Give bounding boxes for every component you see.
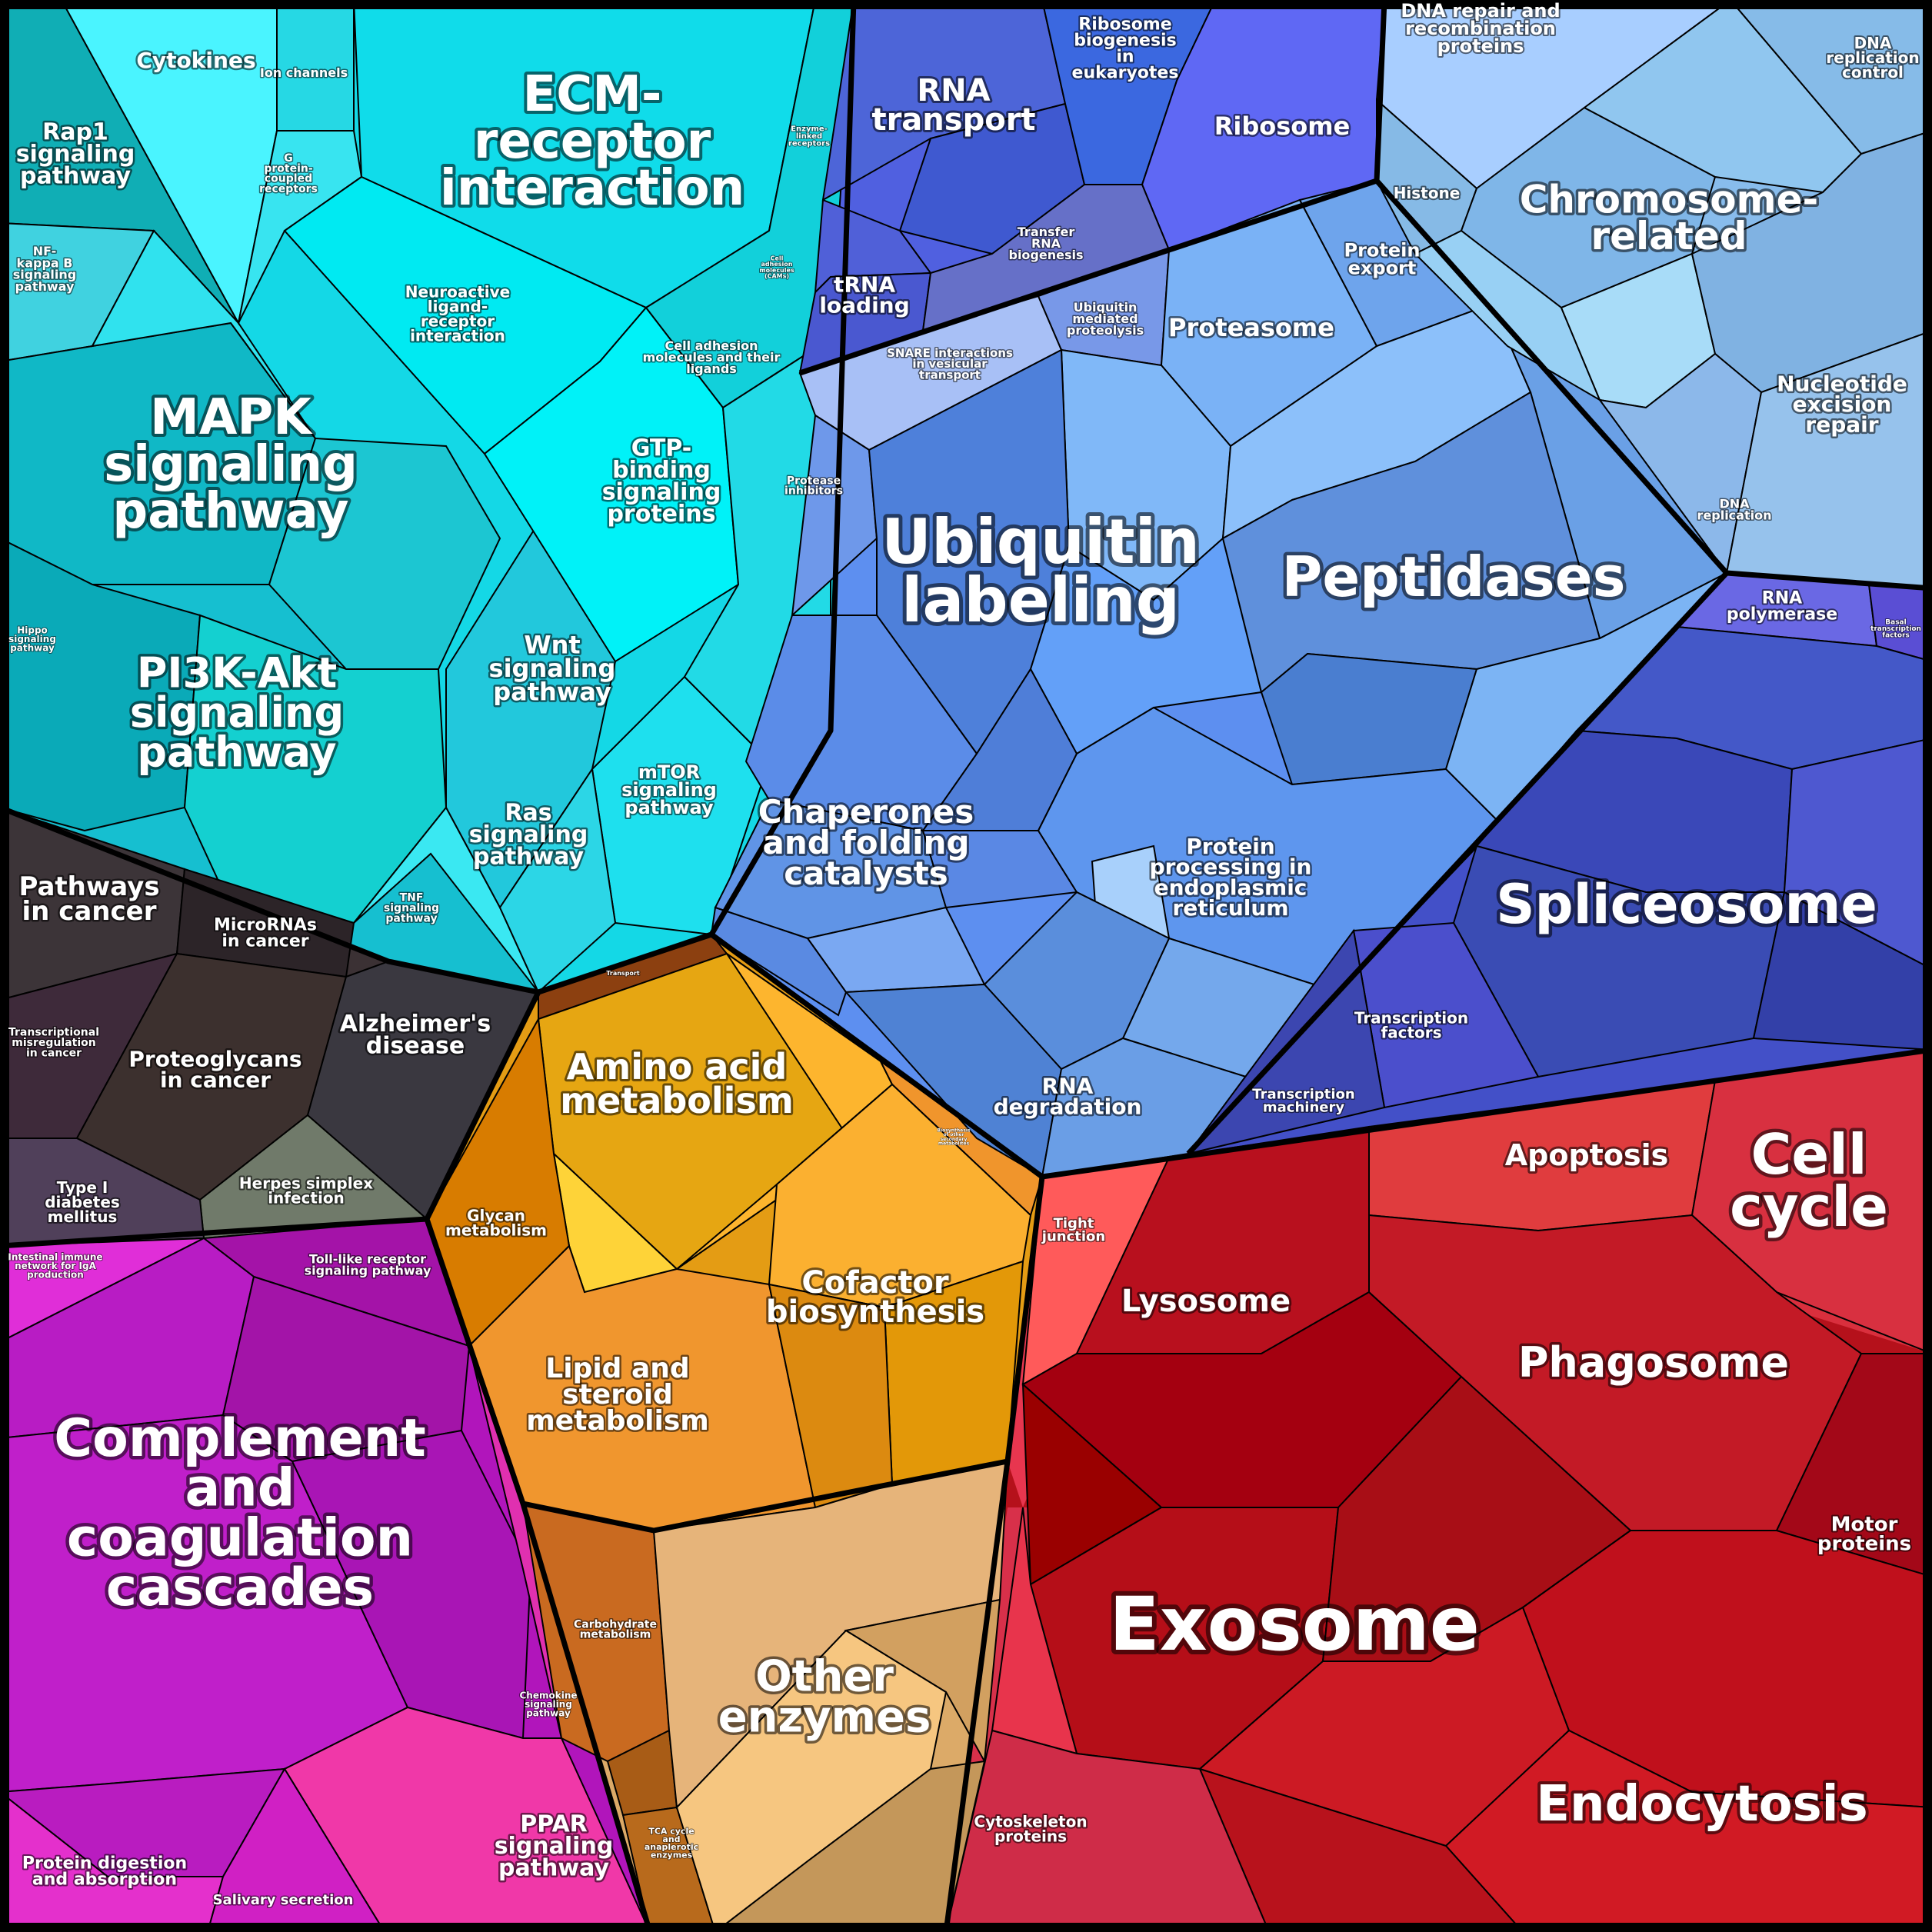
cell-nucleotide-excision-b [1725, 331, 1926, 589]
label-chemokine: Chemokine signaling pathway [519, 1690, 577, 1719]
label-pi3k: PI3K-Akt signaling pathway [130, 649, 344, 777]
label-herpes: Herpes simplex infection [239, 1174, 373, 1208]
label-cytoskeleton: Cytoskeleton proteins [974, 1813, 1087, 1846]
label-other-enzymes: Other enzymes [718, 1651, 931, 1742]
label-proteasome: Proteasome [1168, 313, 1334, 342]
label-hippo: Hippo signaling pathway [8, 625, 56, 654]
label-intestinal: Intestinal immune network for IgA producti… [8, 1252, 102, 1281]
label-enzyme-linked: Enzyme-linked receptors [788, 125, 830, 148]
label-protein-digestion: Protein digestion and absorption [22, 1854, 187, 1890]
label-peptidases: Peptidases [1282, 545, 1626, 609]
label-tnf: TNF signaling pathway [384, 892, 439, 925]
label-chromosome: Chromosome-related [1520, 177, 1819, 258]
label-mtor: mTOR signaling pathway [621, 761, 717, 818]
label-trna: tRNA loading [819, 272, 909, 318]
label-lysosome: Lysosome [1121, 1284, 1291, 1319]
cell-comp-d [291, 1429, 532, 1740]
label-cell-adhesion: Cell adhesion molecules and their ligands [643, 338, 781, 376]
label-carbohydrate: Carbohydrate metabolism [574, 1618, 657, 1641]
label-phagosome: Phagosome [1518, 1338, 1789, 1387]
labels: Cytokines Ion channels ECM-receptor inter… [7, 0, 1922, 1910]
label-motor-proteins: Motor proteins [1817, 1514, 1911, 1556]
label-salivary: Salivary secretion [213, 1892, 354, 1908]
cell-dna-replication-control [1734, 6, 1926, 155]
label-alzheimers: Alzheimer's disease [340, 1011, 491, 1060]
cell-diabetes [6, 1138, 205, 1247]
label-rna-degradation: RNA degradation [994, 1074, 1142, 1120]
label-complement: Complement and coagulation cascades [54, 1408, 425, 1618]
label-transcription-factors: Transcription factors [1354, 1009, 1468, 1042]
label-neuroactive: Neuroactive ligand-receptor interaction [405, 283, 511, 345]
label-protein-processing: Protein processing in endoplasmic reticulum [1150, 834, 1312, 921]
label-ribosome: Ribosome [1214, 112, 1351, 141]
label-tca: TCA cycle and anaplerotic enzymes [645, 1826, 698, 1860]
cell-mapk-b [91, 229, 316, 439]
cell-ras [498, 767, 617, 994]
label-rap1: Rap1 signaling pathway [16, 119, 135, 190]
label-cofactor: Cofactor biosynthesis [766, 1265, 984, 1330]
label-basal-tf: Basal transcription factors [1870, 618, 1921, 639]
label-dna-replication: DNA replication [1697, 496, 1772, 522]
label-cytokines: Cytokines [136, 48, 255, 73]
label-ubiquitin-mediated: Ubiquitin mediated proteolysis [1067, 300, 1144, 338]
label-glycan: Glycan metabolism [445, 1207, 547, 1240]
label-tight-junction: Tight junction [1041, 1215, 1105, 1244]
label-toll: Toll-like receptor signaling pathway [305, 1251, 431, 1277]
cell-spliceosome-c [1783, 738, 1926, 967]
label-ras: Ras signaling pathway [469, 800, 588, 871]
label-nucleotide-excision: Nucleotide excision repair [1777, 371, 1907, 437]
label-ribosome-biogenesis: Ribosome biogenesis in eukaryotes [1072, 15, 1179, 83]
label-transport: Transport [606, 970, 640, 977]
label-transfer-rna: Transfer RNA biogenesis [1008, 225, 1083, 262]
label-protease-inhibitors: Protease inhibitors [784, 475, 843, 497]
label-histone: Histone [1394, 184, 1461, 202]
label-transcriptional-misreg: Transcriptional misregulation in cancer [8, 1027, 99, 1060]
label-protein-export: Protein export [1344, 240, 1421, 279]
label-pathways-cancer: Pathways in cancer [18, 871, 159, 927]
label-ppar: PPAR signaling pathway [495, 1811, 614, 1882]
cell-tnf [353, 806, 539, 993]
label-wnt: Wnt signaling pathway [489, 631, 616, 707]
label-dna-replication-control: DNA replication control [1826, 34, 1919, 82]
label-dna-repair: DNA repair and recombination proteins [1401, 0, 1560, 57]
cell-peptidase-d [1260, 652, 1478, 786]
label-exosome: Exosome [1109, 1581, 1480, 1667]
cell-gpcr [238, 130, 363, 324]
cell-spliceosome-e [1752, 891, 1926, 1051]
cell-salivary [208, 1767, 382, 1926]
label-secondary: Biosynthesis of other secondary metabolites [938, 1128, 971, 1146]
label-rna-polymerase: RNA polymerase [1727, 589, 1837, 625]
label-snare: SNARE interactions in vesicular transport [887, 346, 1013, 382]
label-transcription-machinery: Transcription machinery [1252, 1086, 1354, 1115]
label-amino-acid: Amino acid metabolism [560, 1046, 794, 1121]
label-cell-cycle: Cell cycle [1730, 1122, 1888, 1239]
label-ubiquitin-labeling: Ubiquitin labeling [881, 506, 1200, 636]
label-gtp: GTP-binding signaling proteins [602, 435, 721, 528]
label-proteoglycans: Proteoglycans in cancer [128, 1047, 301, 1093]
label-spliceosome: Spliceosome [1496, 873, 1877, 936]
label-micrornas: MicroRNAs in cancer [214, 916, 317, 951]
label-cams: Cell adhesion molecules (CAMs) [759, 255, 794, 280]
label-ion-channels: Ion channels [260, 65, 348, 80]
cell-motor-proteins [1775, 1353, 1926, 1576]
label-endocytosis: Endocytosis [1536, 1776, 1867, 1833]
label-ecm: ECM-receptor interaction [440, 66, 744, 217]
label-chaperones: Chaperones and folding catalysts [758, 793, 974, 892]
label-rna-transport: RNA transport [871, 73, 1035, 138]
label-apoptosis: Apoptosis [1505, 1138, 1668, 1172]
cell-dna-replication [1597, 352, 1763, 575]
label-mapk: MAPK signaling pathway [104, 389, 358, 540]
label-lipid: Lipid and steroid metabolism [526, 1353, 709, 1437]
cell-cytoskeleton-b [946, 1729, 1267, 1926]
